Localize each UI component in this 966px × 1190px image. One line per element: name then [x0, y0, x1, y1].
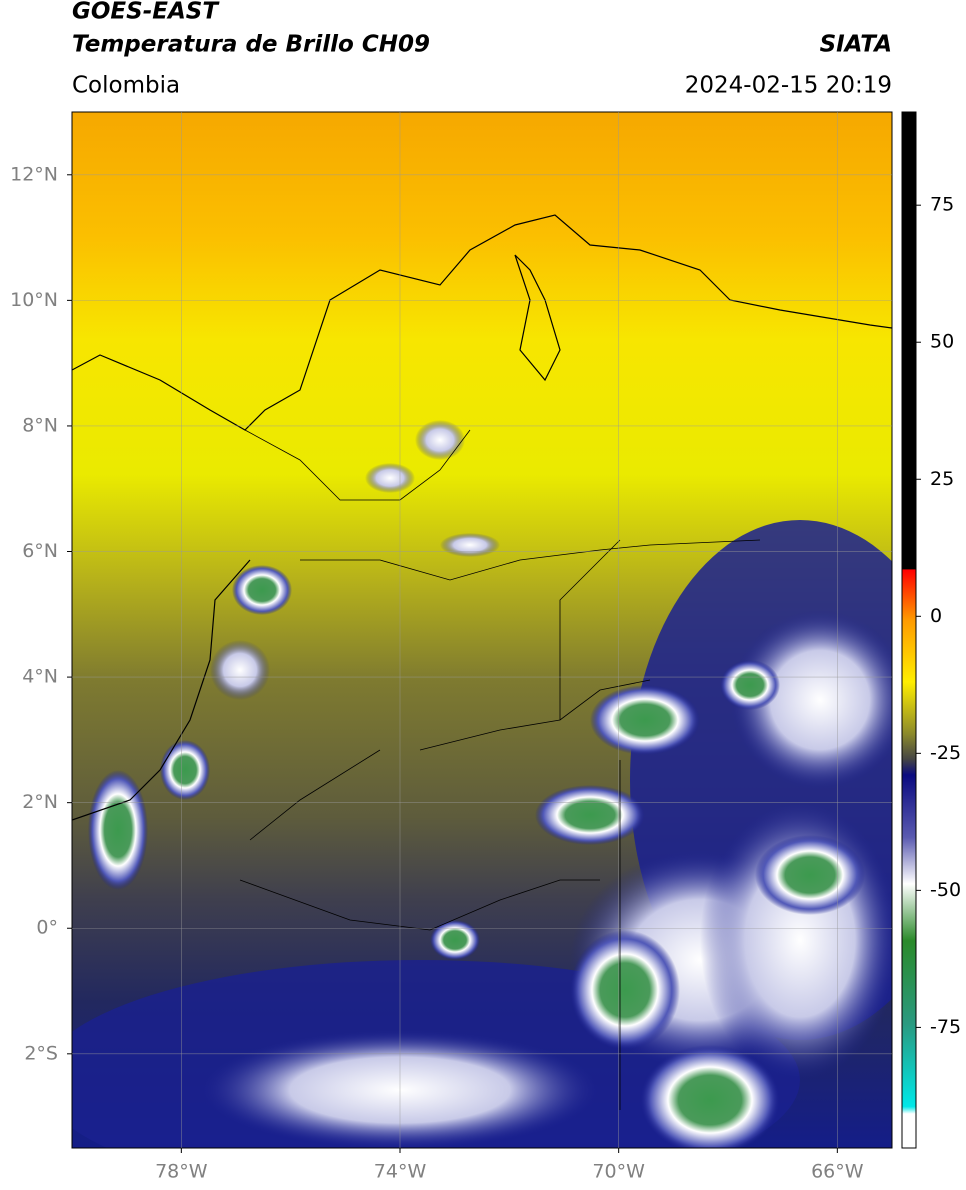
satellite-image [72, 112, 892, 1148]
y-tick-label: 0° [36, 917, 58, 939]
x-tick-label: 74°W [374, 1161, 427, 1183]
y-tick-label: 12°N [10, 163, 58, 185]
colorbar-tick-label: -25 [930, 742, 961, 764]
colorbar-tick-label: 0 [930, 605, 942, 627]
y-tick-label: 8°N [22, 414, 58, 436]
y-tick-label: 10°N [10, 289, 58, 311]
x-tick-label: 70°W [592, 1161, 645, 1183]
satellite: GOES-EAST [72, 0, 220, 25]
colorbar-tick-label: -50 [930, 879, 961, 901]
x-tick-label: 66°W [811, 1161, 864, 1183]
map-frame [71, 111, 893, 1149]
colorbar-tick-label: -75 [930, 1016, 961, 1038]
x-tick-label: 78°W [155, 1161, 208, 1183]
y-tick-label: 4°N [22, 666, 58, 688]
datetime: 2024-02-15 20:19 [685, 73, 892, 99]
colorbar-tick-label: 25 [930, 468, 954, 490]
product: Temperatura de Brillo CH09 [72, 32, 430, 58]
colorbar [901, 111, 917, 1149]
region: Colombia [72, 73, 180, 99]
y-tick-label: 2°S [24, 1042, 58, 1064]
y-tick-label: 6°N [22, 540, 58, 562]
colorbar-tick-label: 50 [930, 331, 954, 353]
colorbar-tick-label: 75 [930, 194, 954, 216]
y-tick-label: 2°N [22, 791, 58, 813]
source: SIATA [820, 32, 892, 58]
